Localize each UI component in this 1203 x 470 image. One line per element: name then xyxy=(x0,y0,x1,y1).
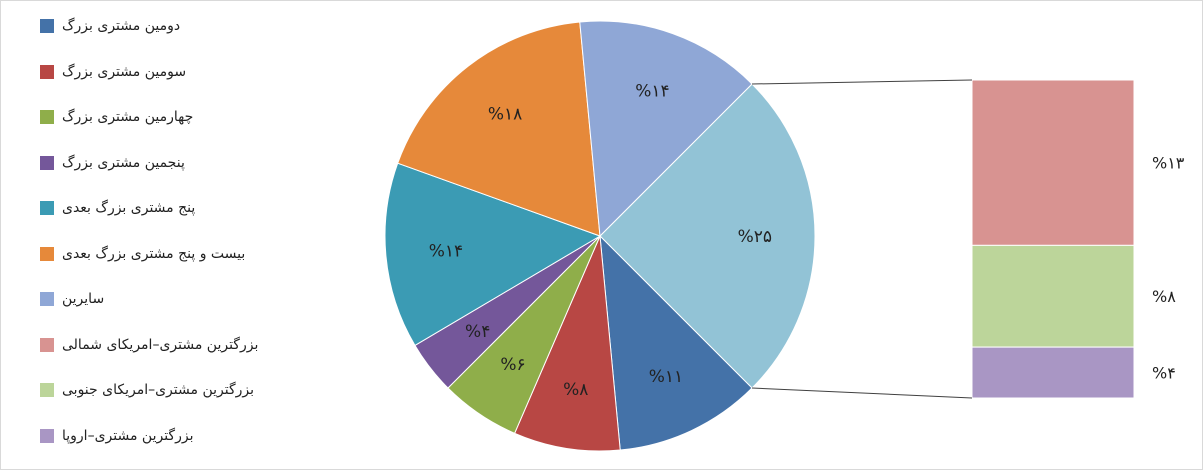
legend-item: سایرین xyxy=(40,287,104,311)
legend-label: چهارمین مشتری بزرگ xyxy=(62,109,194,125)
bar-segment-label: %۸ xyxy=(1152,287,1176,306)
pie-slice-label: %۲۵ xyxy=(738,227,772,247)
pie-slice-label: %۶ xyxy=(500,355,525,375)
legend-swatch xyxy=(40,155,54,170)
legend-swatch xyxy=(40,246,54,261)
legend-label: بزرگترین مشتری–امریکای شمالی xyxy=(62,336,259,353)
legend-label: بیست و پنج مشتری بزرگ بعدی xyxy=(62,245,246,262)
pie-slice xyxy=(513,235,621,452)
legend-item: بزرگترین مشتری–اروپا xyxy=(40,424,193,448)
connector-line-bottom xyxy=(751,387,973,399)
pie-slice xyxy=(397,21,601,237)
legend-item: چهارمین مشتری بزرگ xyxy=(40,105,193,129)
legend-swatch xyxy=(40,19,54,33)
legend-item: پنجمین مشتری بزرگ xyxy=(40,151,185,175)
legend-swatch xyxy=(40,201,54,215)
connector-line-top xyxy=(751,79,973,85)
pie-slice-label: %۱۴ xyxy=(429,242,463,262)
legend-label: دومین مشتری بزرگ xyxy=(62,18,181,34)
legend-item: بیست و پنج مشتری بزرگ بعدی xyxy=(40,242,245,266)
legend-label: سومین مشتری بزرگ xyxy=(62,63,187,80)
legend-swatch xyxy=(40,110,54,124)
bar-segment xyxy=(971,79,1135,246)
legend-swatch xyxy=(40,383,54,397)
bar-segment xyxy=(971,244,1135,348)
pie: %۲۵ %۱۱ %۸ %۶ %۴ %۱۴ %۱۸ %۱۴ xyxy=(384,20,816,452)
legend-item: بزرگترین مشتری–امریکای جنوبی xyxy=(40,378,254,402)
legend-label: پنج مشتری بزرگ بعدی xyxy=(62,200,196,216)
pie-slice-label: %۱۴ xyxy=(635,81,669,101)
legend-label: بزرگترین مشتری–اروپا xyxy=(62,427,194,444)
pie-slice-label: %۸ xyxy=(563,380,588,400)
breakdown-bar: %۱۳ %۸ %۴ xyxy=(971,79,1185,399)
legend-item: بزرگترین مشتری–امریکای شمالی xyxy=(40,333,258,357)
legend-swatch xyxy=(40,64,54,79)
bar-segment-label: %۴ xyxy=(1152,364,1176,383)
pie-slice-label: %۱۱ xyxy=(649,367,683,387)
legend-label: سایرین xyxy=(62,291,105,307)
pie-slice xyxy=(579,20,753,238)
pie-slice-label: %۱۸ xyxy=(488,105,522,125)
legend-label: بزرگترین مشتری–امریکای جنوبی xyxy=(62,382,254,398)
legend-item: سومین مشتری بزرگ xyxy=(40,60,186,84)
bar-segment-label: %۱۳ xyxy=(1152,154,1185,173)
legend-swatch xyxy=(40,337,54,352)
legend-swatch xyxy=(40,428,54,443)
pie-slice xyxy=(599,83,816,389)
legend-item: پنج مشتری بزرگ بعدی xyxy=(40,196,195,220)
legend-swatch xyxy=(40,292,54,306)
pie-slice-label: %۴ xyxy=(465,322,490,342)
pie-slice xyxy=(384,162,602,347)
pie-slice xyxy=(599,234,753,451)
bar-segment xyxy=(971,346,1135,399)
legend-label: پنجمین مشتری بزرگ xyxy=(62,154,185,171)
legend-item: دومین مشتری بزرگ xyxy=(40,14,180,38)
